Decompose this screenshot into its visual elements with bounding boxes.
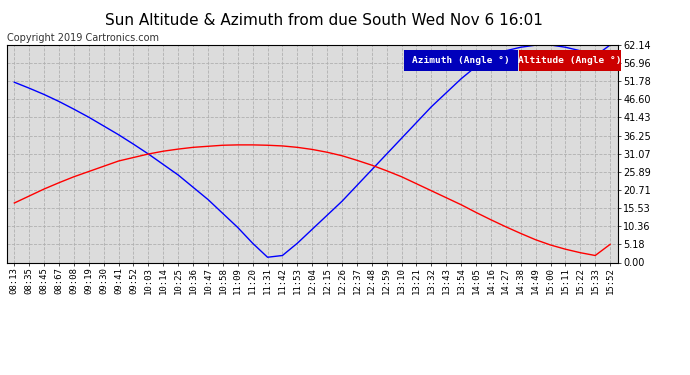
Text: Azimuth (Angle °): Azimuth (Angle °) bbox=[412, 56, 509, 64]
Text: Altitude (Angle °): Altitude (Angle °) bbox=[518, 56, 622, 64]
Text: Sun Altitude & Azimuth from due South Wed Nov 6 16:01: Sun Altitude & Azimuth from due South We… bbox=[106, 13, 543, 28]
Text: Copyright 2019 Cartronics.com: Copyright 2019 Cartronics.com bbox=[7, 33, 159, 43]
